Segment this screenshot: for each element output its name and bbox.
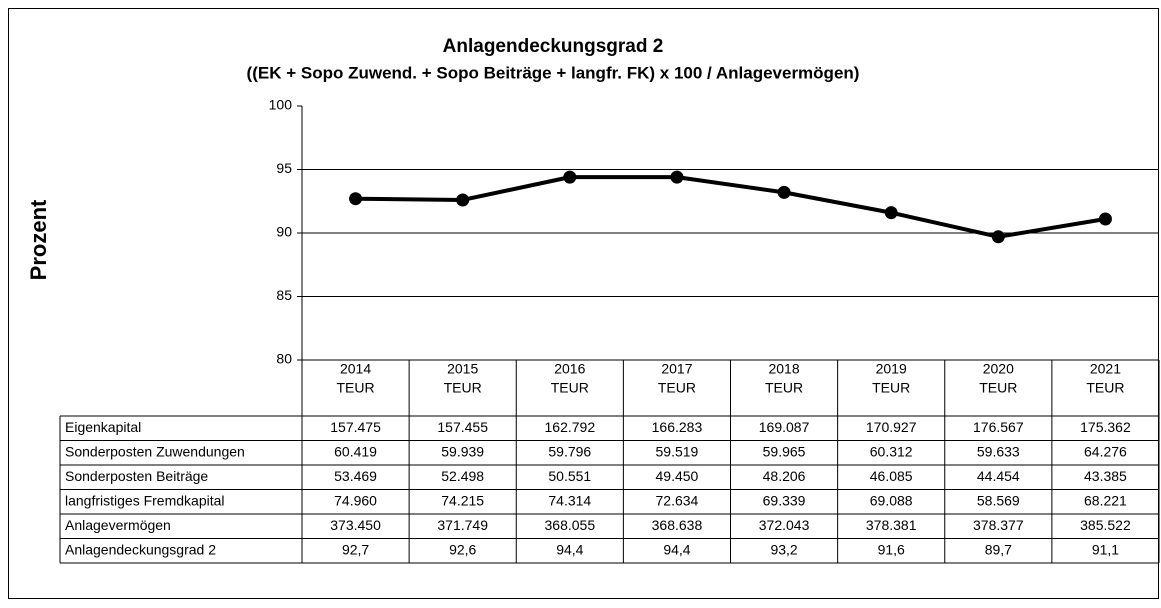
y-axis-label: Prozent: [26, 199, 51, 280]
x-tick-unit: TEUR: [872, 380, 910, 396]
x-tick-label: 2019: [876, 361, 907, 377]
table-cell: 58.569: [977, 492, 1020, 508]
table-cell: 60.312: [870, 443, 913, 459]
x-tick-label: 2018: [768, 361, 799, 377]
y-tick-label: 80: [276, 351, 292, 367]
x-tick-label: 2020: [983, 361, 1014, 377]
table-cell: 59.519: [656, 443, 699, 459]
table-cell: 368.055: [545, 517, 596, 533]
table-cell: 59.796: [548, 443, 591, 459]
table-cell: 92,6: [449, 541, 476, 557]
x-tick-label: 2016: [554, 361, 585, 377]
data-point: [670, 170, 684, 184]
x-tick-unit: TEUR: [765, 380, 803, 396]
table-row-label: langfristiges Fremdkapital: [65, 492, 225, 508]
table-cell: 44.454: [977, 468, 1020, 484]
table-cell: 53.469: [334, 468, 377, 484]
table-row-label: Anlagendeckungsgrad 2: [65, 541, 216, 557]
table-cell: 176.567: [973, 419, 1024, 435]
data-point: [777, 185, 791, 199]
table-cell: 92,7: [342, 541, 369, 557]
table-cell: 94,4: [663, 541, 690, 557]
table-cell: 72.634: [656, 492, 699, 508]
x-tick-label: 2021: [1090, 361, 1121, 377]
chart-title: Anlagendeckungsgrad 2: [443, 36, 664, 57]
table-cell: 175.362: [1080, 419, 1131, 435]
x-tick-unit: TEUR: [979, 380, 1017, 396]
data-point: [1098, 212, 1112, 226]
data-point: [349, 192, 363, 206]
table-row-label: Eigenkapital: [65, 419, 141, 435]
x-tick-label: 2015: [447, 361, 478, 377]
table-cell: 157.455: [437, 419, 488, 435]
table-cell: 52.498: [441, 468, 484, 484]
data-point: [991, 230, 1005, 244]
y-tick-label: 85: [276, 287, 292, 303]
table-cell: 94,4: [556, 541, 583, 557]
x-tick-label: 2014: [340, 361, 371, 377]
table-cell: 157.475: [330, 419, 381, 435]
table-cell: 378.377: [973, 517, 1024, 533]
y-tick-label: 100: [269, 97, 293, 113]
table-row-label: Anlagevermögen: [65, 517, 171, 533]
table-cell: 74.960: [334, 492, 377, 508]
x-tick-unit: TEUR: [337, 380, 375, 396]
chart-subtitle: ((EK + Sopo Zuwend. + Sopo Beiträge + la…: [247, 63, 860, 82]
table-cell: 59.965: [763, 443, 806, 459]
table-cell: 50.551: [548, 468, 591, 484]
data-point: [884, 206, 898, 220]
x-tick-unit: TEUR: [658, 380, 696, 396]
table-cell: 43.385: [1084, 468, 1127, 484]
table-cell: 60.419: [334, 443, 377, 459]
table-cell: 74.215: [441, 492, 484, 508]
chart-border: [8, 8, 1159, 599]
table-cell: 372.043: [759, 517, 810, 533]
table-cell: 64.276: [1084, 443, 1127, 459]
table-cell: 91,6: [878, 541, 905, 557]
x-tick-unit: TEUR: [551, 380, 589, 396]
table-cell: 89,7: [985, 541, 1012, 557]
table-cell: 385.522: [1080, 517, 1131, 533]
table-cell: 48.206: [763, 468, 806, 484]
table-cell: 91,1: [1092, 541, 1119, 557]
table-cell: 49.450: [656, 468, 699, 484]
table-cell: 170.927: [866, 419, 917, 435]
table-row-label: Sonderposten Beiträge: [65, 468, 208, 484]
x-tick-label: 2017: [661, 361, 692, 377]
table-cell: 74.314: [548, 492, 591, 508]
table-cell: 373.450: [330, 517, 381, 533]
table-cell: 46.085: [870, 468, 913, 484]
table-cell: 371.749: [437, 517, 488, 533]
table-cell: 59.633: [977, 443, 1020, 459]
table-row-label: Sonderposten Zuwendungen: [65, 443, 245, 459]
table-cell: 166.283: [652, 419, 703, 435]
table-cell: 169.087: [759, 419, 810, 435]
table-cell: 59.939: [441, 443, 484, 459]
table-cell: 162.792: [545, 419, 596, 435]
y-tick-label: 95: [276, 160, 292, 176]
data-point: [563, 170, 577, 184]
data-point: [456, 193, 470, 207]
table-cell: 93,2: [770, 541, 797, 557]
x-tick-unit: TEUR: [1086, 380, 1124, 396]
table-cell: 69.088: [870, 492, 913, 508]
y-tick-label: 90: [276, 224, 292, 240]
table-cell: 68.221: [1084, 492, 1127, 508]
table-cell: 378.381: [866, 517, 917, 533]
series-line: [355, 175, 1106, 239]
x-tick-unit: TEUR: [444, 380, 482, 396]
table-cell: 368.638: [652, 517, 703, 533]
table-cell: 69.339: [763, 492, 806, 508]
